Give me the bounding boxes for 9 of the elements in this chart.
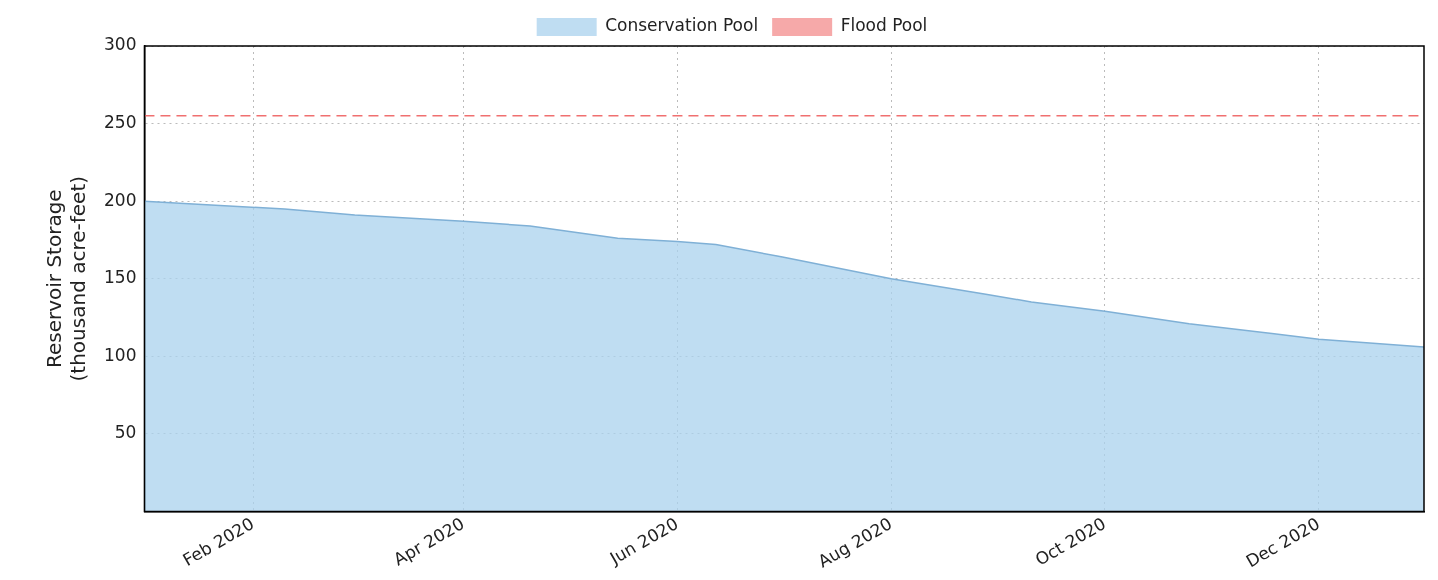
- y-tick-label: 150: [103, 267, 137, 288]
- y-tick-label: 200: [103, 189, 137, 210]
- y-tick-label: 50: [114, 422, 137, 443]
- legend-label: Conservation Pool: [605, 15, 759, 36]
- y-tick-label: 250: [103, 111, 137, 132]
- y-tick-label: 300: [103, 34, 137, 55]
- legend-label: Flood Pool: [840, 15, 928, 36]
- y-tick-label: 100: [103, 344, 137, 365]
- y-axis-title: Reservoir Storage (thousand acre-feet): [42, 175, 91, 382]
